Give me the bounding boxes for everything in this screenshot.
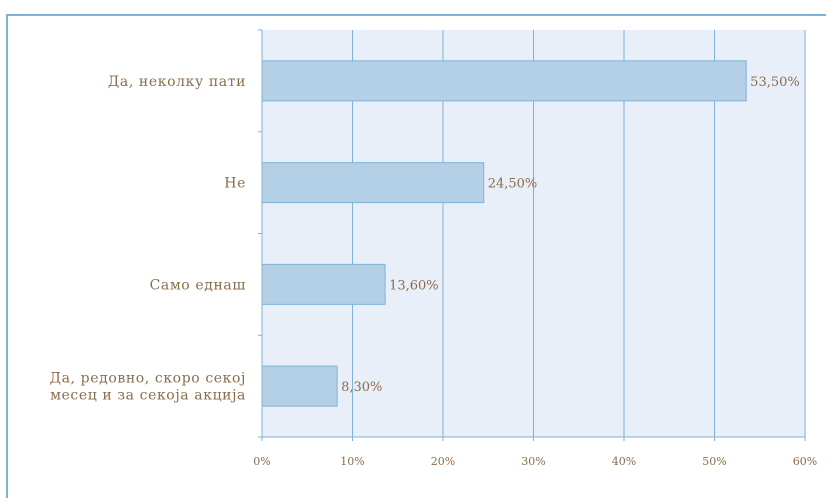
data-label: 13,60% <box>389 278 439 293</box>
category-label: Не <box>224 176 246 192</box>
x-tick-label: 20% <box>431 455 455 468</box>
chart-frame <box>6 14 826 498</box>
bars <box>261 60 747 407</box>
x-tick-label: 0% <box>253 455 270 468</box>
data-label: 24,50% <box>488 177 538 192</box>
x-tick-label: 30% <box>521 455 545 468</box>
category-label-line: Да, неколку пати <box>108 74 246 90</box>
category-label: Само еднаш <box>150 277 246 293</box>
data-label: 53,50% <box>750 75 800 90</box>
category-label: Да, редовно, скоро секој месец и за секој… <box>50 371 246 404</box>
x-tick-label: 40% <box>612 455 636 468</box>
x-tick-label: 60% <box>793 455 817 468</box>
bar <box>261 162 485 204</box>
category-label-line: Да, редовно, скоро секој <box>50 371 246 387</box>
category-label-line: месец и за секоја акција <box>50 388 246 404</box>
bar <box>261 60 747 102</box>
bar <box>261 365 338 407</box>
category-label-line: Не <box>224 176 246 192</box>
bar <box>261 263 386 305</box>
x-tick-label: 10% <box>340 455 364 468</box>
category-label-line: Само еднаш <box>150 277 246 293</box>
category-label: Да, неколку пати <box>108 74 246 90</box>
labels: 0% 10% 20% 30% 40% 50% 60% 53,50% Да, неколку па… <box>50 74 818 468</box>
x-tick-label: 50% <box>702 455 726 468</box>
data-label: 8,30% <box>341 380 382 395</box>
